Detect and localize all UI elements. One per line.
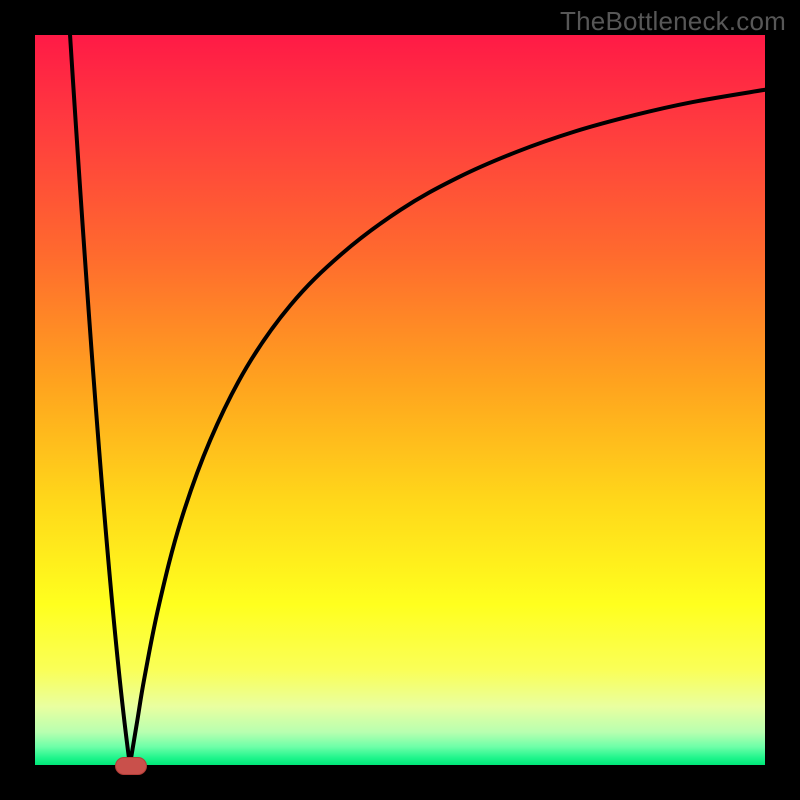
chart-stage: TheBottleneck.com [0, 0, 800, 800]
minimum-marker [115, 757, 147, 775]
curve-layer [0, 0, 800, 800]
bottleneck-curve [70, 35, 765, 765]
watermark-text: TheBottleneck.com [560, 6, 786, 37]
